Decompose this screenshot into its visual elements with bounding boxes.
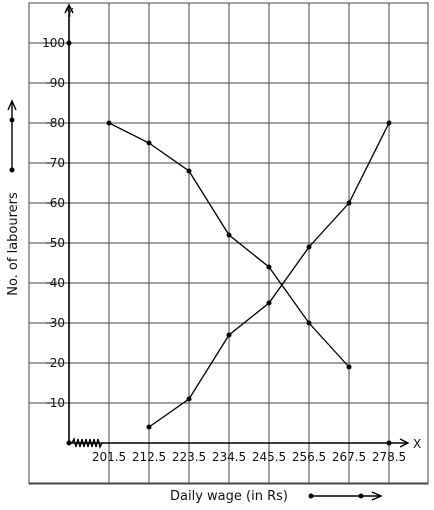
y-tick-label: 50 [50,236,65,250]
y-tick-label: 90 [50,76,65,90]
y-tick-label: 20 [50,356,65,370]
series-1-point [186,168,192,174]
series-1-point [266,264,272,270]
x-tick-label: 223.5 [172,450,206,464]
x-tick-label: 245.5 [252,450,286,464]
series-1-point [306,320,312,326]
x-tick-label: 234.5 [212,450,246,464]
x-tick-label: 256.5 [292,450,326,464]
series-2-point [386,120,392,126]
series-2-point [346,200,352,206]
x-tick-label: 201.5 [92,450,126,464]
y-tick-label: 30 [50,316,65,330]
series-1-point [346,364,352,370]
series-1-point [226,232,232,238]
x-tick-label: 278.5 [372,450,406,464]
axis-break-zigzag [71,436,103,450]
grid [28,2,429,485]
y-tick-label: 60 [50,196,65,210]
points-group [66,40,392,446]
y-axis-title: No. of labourers [6,192,21,296]
x-indicator-dot [308,493,314,499]
x-axis-arrow [399,438,410,448]
series-2-point [266,300,272,306]
series-1-point [106,120,112,126]
axis-decorations [7,99,383,501]
y-axis-letter: Y [65,6,74,20]
series-2-point [186,396,192,402]
y-axis-arrow [64,3,74,14]
y-tick-label: 80 [50,116,65,130]
series-2-point [226,332,232,338]
y-tick-label: 40 [50,276,65,290]
y-indicator-dot [9,117,15,123]
x-tick-label: 267.5 [332,450,366,464]
tick-labels: 201.5 212.5 223.5 234.5 245.5 256.5 267.5 278.5… [42,36,406,464]
y-tick-label: 10 [50,396,65,410]
x-indicator-dot [358,493,364,499]
x-tick-label: 212.5 [132,450,166,464]
y-tick-label: 70 [50,156,65,170]
series-2-point [146,424,152,430]
x-axis-title: Daily wage (in Rs) [170,489,288,504]
series-group [108,122,390,428]
series-2-point [306,244,312,250]
axis-point [386,440,392,446]
axes [64,3,410,448]
y-tick-label: 100 [42,36,65,50]
y-indicator-arrowhead [7,99,17,111]
y-indicator-dot [9,167,15,173]
axis-point [66,40,72,46]
origin-point [66,440,72,446]
x-indicator-arrowhead [371,491,383,501]
x-axis-letter: X [413,437,421,451]
series-1-point [146,140,152,146]
